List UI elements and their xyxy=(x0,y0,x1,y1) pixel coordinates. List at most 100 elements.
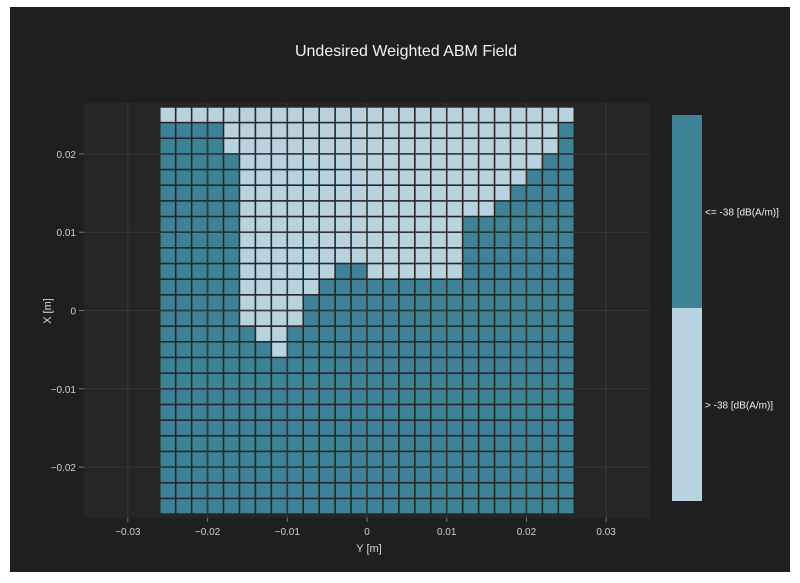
heatmap-cell xyxy=(176,107,191,122)
heatmap-cell xyxy=(288,483,303,498)
heatmap-cell xyxy=(319,467,335,482)
heatmap-cell xyxy=(527,107,542,122)
heatmap-cell xyxy=(160,373,175,389)
heatmap-cell xyxy=(463,389,478,404)
heatmap-cell xyxy=(224,279,239,295)
heatmap-cell xyxy=(415,405,430,420)
heatmap-cell xyxy=(240,295,255,310)
heatmap-cell xyxy=(240,201,255,216)
heatmap-cell xyxy=(176,201,191,216)
heatmap-cell xyxy=(479,452,494,467)
heatmap-cell xyxy=(415,139,430,154)
heatmap-cell xyxy=(335,170,351,185)
heatmap-cell xyxy=(495,326,510,342)
heatmap-cell xyxy=(383,217,399,232)
heatmap-cell xyxy=(527,373,542,389)
heatmap-cell xyxy=(447,154,462,169)
heatmap-cell xyxy=(351,389,367,404)
heatmap-cell xyxy=(543,342,558,357)
heatmap-cell xyxy=(272,326,287,342)
heatmap-cell xyxy=(335,483,351,498)
heatmap-cell xyxy=(335,373,351,389)
heatmap-cell xyxy=(367,232,383,248)
heatmap-cell xyxy=(383,201,399,216)
heatmap-cell xyxy=(256,295,271,310)
heatmap-cell xyxy=(527,436,542,451)
heatmap-cell xyxy=(511,295,526,310)
heatmap-cell xyxy=(256,358,271,373)
heatmap-cell xyxy=(319,232,335,248)
heatmap-cell xyxy=(431,311,446,326)
heatmap-cell xyxy=(272,186,287,201)
heatmap-cell xyxy=(399,467,415,482)
heatmap-cell xyxy=(256,264,271,279)
heatmap-cell xyxy=(415,499,430,514)
heatmap-cell xyxy=(543,311,558,326)
heatmap-cell xyxy=(415,436,430,451)
heatmap-cell xyxy=(335,342,351,357)
x-axis-label: Y [m] xyxy=(356,543,381,555)
heatmap-cell xyxy=(367,123,383,138)
heatmap-cell xyxy=(256,373,271,389)
heatmap-cell xyxy=(224,499,239,514)
heatmap-cell xyxy=(288,217,303,232)
heatmap-cell xyxy=(304,217,319,232)
heatmap-cell xyxy=(463,358,478,373)
heatmap-cell xyxy=(559,420,574,435)
heatmap-cell xyxy=(511,279,526,295)
heatmap-cell xyxy=(351,279,367,295)
heatmap-cell xyxy=(192,499,207,514)
heatmap-cell xyxy=(288,123,303,138)
heatmap-cell xyxy=(559,311,574,326)
heatmap-cell xyxy=(224,483,239,498)
heatmap-cell xyxy=(527,217,542,232)
heatmap-cell xyxy=(543,389,558,404)
heatmap-cell xyxy=(495,483,510,498)
heatmap-cell xyxy=(479,279,494,295)
heatmap-cell xyxy=(495,452,510,467)
heatmap-cell xyxy=(224,389,239,404)
heatmap-cell xyxy=(383,139,399,154)
heatmap-cell xyxy=(495,170,510,185)
heatmap-cell xyxy=(272,139,287,154)
heatmap-cell xyxy=(559,217,574,232)
heatmap-cell xyxy=(319,405,335,420)
heatmap-cell xyxy=(176,420,191,435)
heatmap-cell xyxy=(272,217,287,232)
heatmap-cell xyxy=(399,107,415,122)
heatmap-cell xyxy=(288,170,303,185)
heatmap-cell xyxy=(224,420,239,435)
heatmap-cell xyxy=(447,123,462,138)
heatmap-cell xyxy=(192,264,207,279)
heatmap-cell xyxy=(176,186,191,201)
heatmap-cell xyxy=(208,248,223,263)
heatmap-cell xyxy=(335,217,351,232)
heatmap-cell xyxy=(319,295,335,310)
heatmap-cell xyxy=(463,452,478,467)
heatmap-cell xyxy=(192,405,207,420)
heatmap-cell xyxy=(240,342,255,357)
heatmap-cell xyxy=(351,264,367,279)
heatmap-cell xyxy=(511,499,526,514)
heatmap-cell xyxy=(256,326,271,342)
heatmap-cell xyxy=(495,373,510,389)
heatmap-cell xyxy=(559,373,574,389)
heatmap-cell xyxy=(272,107,287,122)
heatmap-cell xyxy=(479,264,494,279)
heatmap-cell xyxy=(335,420,351,435)
heatmap-cell xyxy=(383,389,399,404)
heatmap-cell xyxy=(256,420,271,435)
heatmap-cell xyxy=(383,436,399,451)
heatmap-cell xyxy=(495,154,510,169)
heatmap-cell xyxy=(383,295,399,310)
heatmap-cell xyxy=(415,358,430,373)
heatmap-cell xyxy=(559,467,574,482)
heatmap-cell xyxy=(224,295,239,310)
heatmap-cell xyxy=(511,154,526,169)
heatmap-cell xyxy=(319,217,335,232)
heatmap-cell xyxy=(559,154,574,169)
heatmap-cell xyxy=(399,186,415,201)
heatmap-cell xyxy=(495,123,510,138)
heatmap-cell xyxy=(383,342,399,357)
heatmap-cell xyxy=(463,373,478,389)
